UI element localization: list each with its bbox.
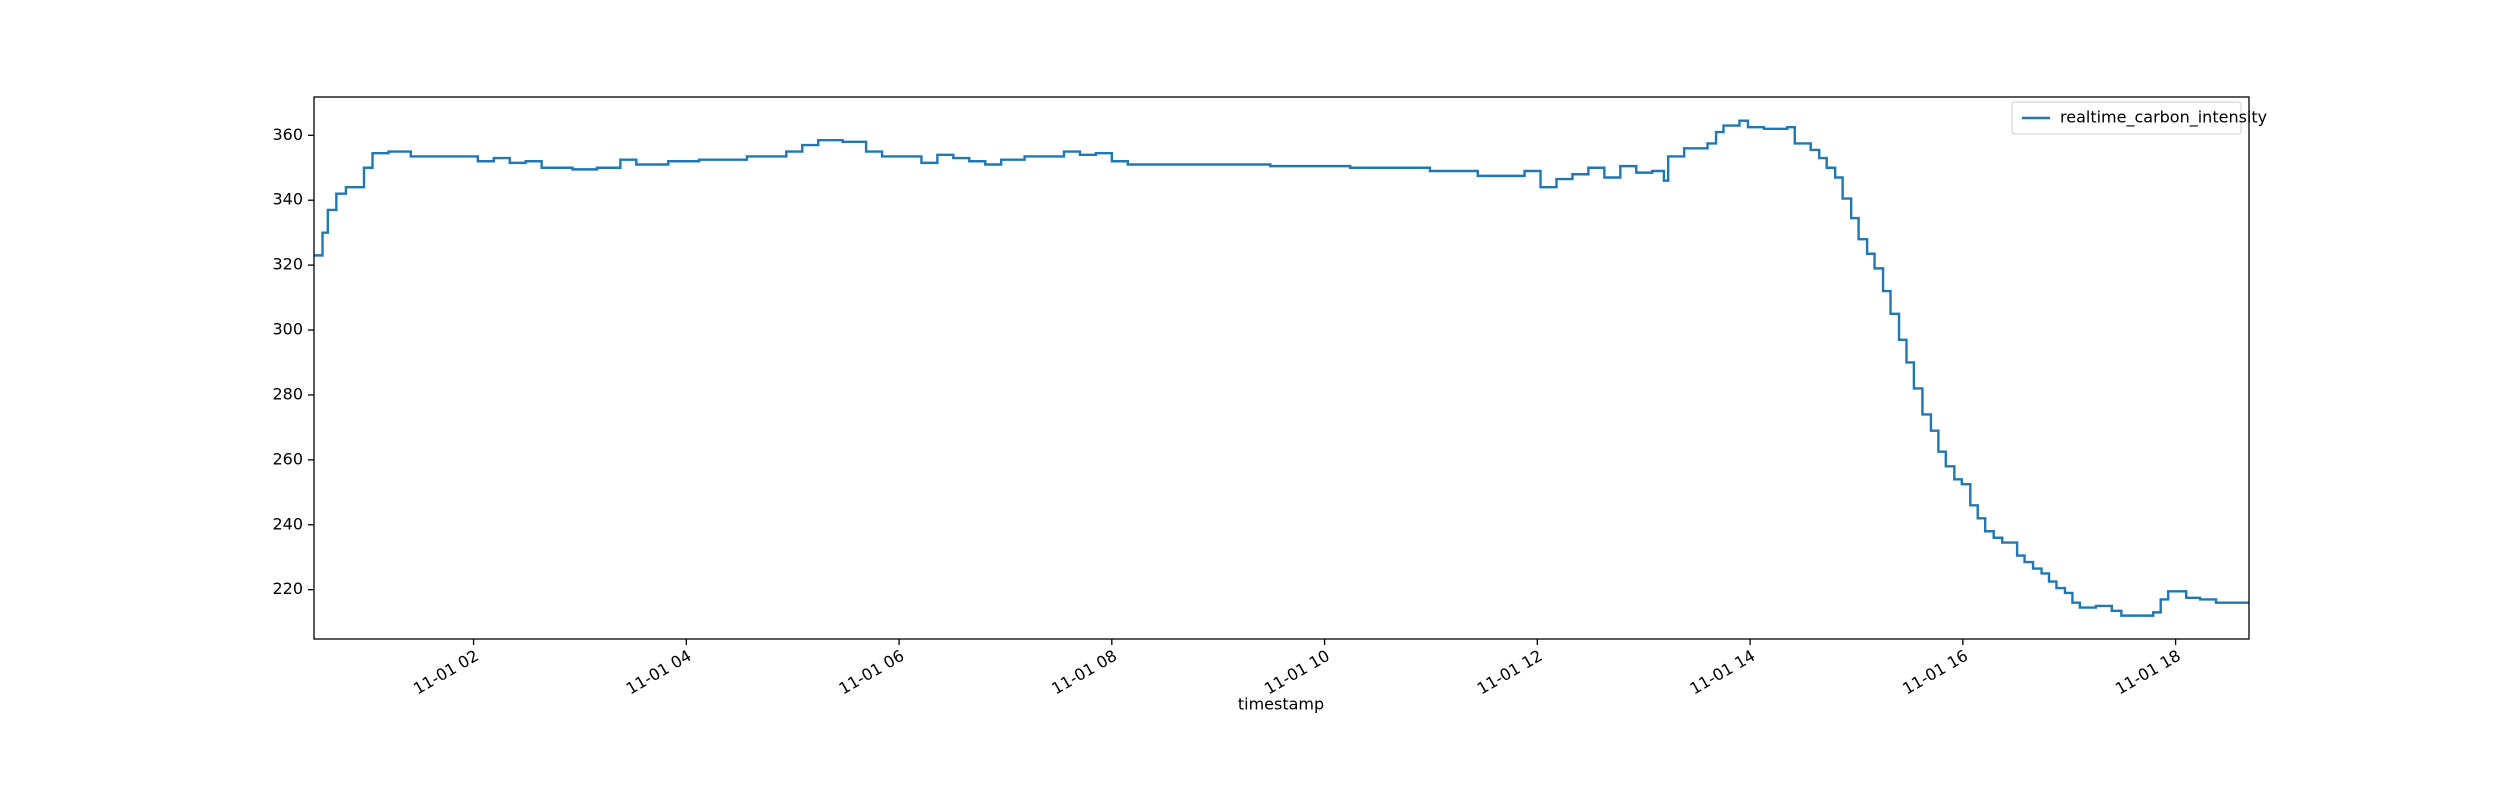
legend-label: realtime_carbon_intensity xyxy=(2060,108,2267,128)
x-tick-label: 11-01 18 xyxy=(2112,646,2184,698)
x-tick-label: 11-01 04 xyxy=(623,646,695,698)
x-axis-label: timestamp xyxy=(1238,695,1324,714)
y-tick-label: 240 xyxy=(272,514,303,533)
y-tick-label: 280 xyxy=(272,384,303,403)
y-tick-label: 360 xyxy=(272,125,303,144)
x-tick-label: 11-01 10 xyxy=(1261,646,1333,698)
y-tick-label: 260 xyxy=(272,449,303,468)
legend-box xyxy=(2011,101,2242,135)
plot-frame xyxy=(313,96,2250,640)
x-tick-label: 11-01 16 xyxy=(1899,646,1971,698)
y-tick-label: 320 xyxy=(272,255,303,274)
x-tick-label: 11-01 08 xyxy=(1048,646,1120,698)
x-tick-label: 11-01 06 xyxy=(836,646,908,698)
y-tick-label: 300 xyxy=(272,320,303,339)
series-line xyxy=(314,119,2249,617)
plot-area xyxy=(314,119,2249,617)
x-tick-label: 11-01 12 xyxy=(1474,646,1546,698)
y-tick-label: 340 xyxy=(272,190,303,209)
x-tick-label: 11-01 02 xyxy=(410,646,482,698)
x-tick-label: 11-01 14 xyxy=(1687,646,1759,698)
y-tick-label: 220 xyxy=(272,579,303,598)
